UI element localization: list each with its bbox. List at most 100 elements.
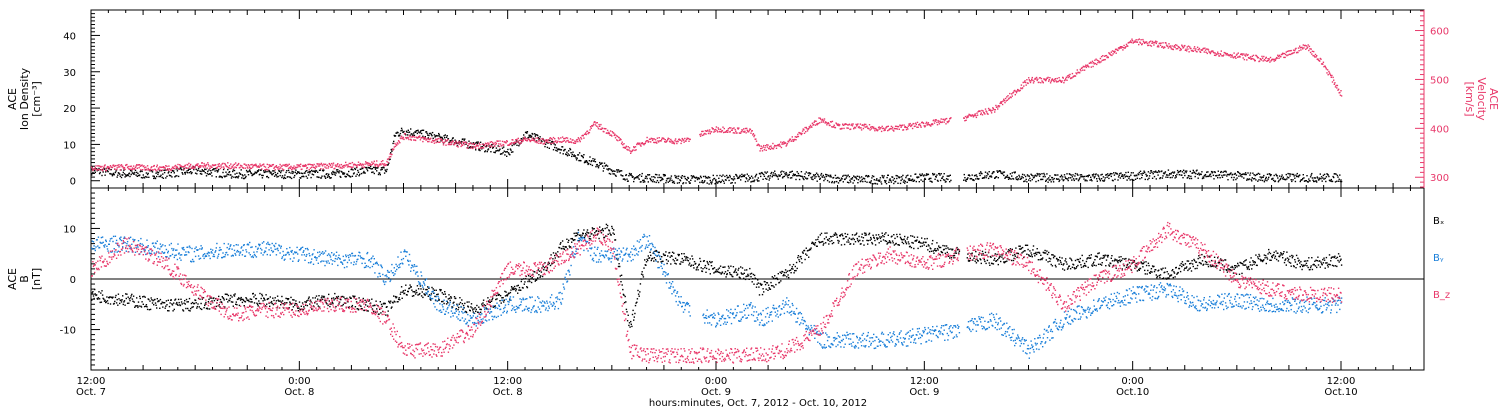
velocity-point bbox=[577, 140, 579, 143]
velocity-point bbox=[1097, 61, 1099, 64]
velocity-point bbox=[894, 127, 896, 130]
density-point bbox=[128, 172, 131, 174]
bx-point bbox=[207, 301, 210, 303]
density-point bbox=[417, 131, 420, 133]
density-point bbox=[865, 174, 868, 177]
velocity-point bbox=[934, 120, 936, 122]
density-point bbox=[969, 175, 971, 177]
density-point bbox=[276, 172, 279, 175]
velocity-point bbox=[505, 142, 507, 144]
velocity-point bbox=[335, 165, 338, 167]
density-point bbox=[1034, 174, 1037, 176]
density-point bbox=[199, 173, 202, 175]
density-point bbox=[464, 138, 466, 140]
density-point bbox=[879, 177, 882, 179]
density-point bbox=[374, 166, 376, 169]
velocity-point bbox=[1119, 46, 1122, 48]
velocity-point bbox=[232, 164, 234, 166]
bx-point bbox=[219, 298, 222, 301]
density-point bbox=[858, 175, 860, 178]
bx-point bbox=[349, 296, 351, 298]
density-point bbox=[1226, 173, 1229, 176]
velocity-point bbox=[117, 164, 119, 167]
density-point bbox=[538, 138, 541, 140]
velocity-point bbox=[92, 169, 95, 171]
density-point bbox=[873, 175, 875, 178]
velocity-point bbox=[985, 110, 987, 112]
density-point bbox=[1173, 171, 1176, 173]
bx-point bbox=[346, 297, 348, 299]
density-point bbox=[472, 142, 474, 144]
density-point bbox=[1319, 177, 1321, 179]
velocity-point bbox=[809, 126, 811, 129]
density-point bbox=[180, 167, 182, 169]
density-point bbox=[1308, 178, 1310, 180]
density-point bbox=[1001, 173, 1004, 175]
velocity-point bbox=[1283, 56, 1285, 59]
density-point bbox=[1065, 178, 1068, 180]
velocity-point bbox=[819, 122, 821, 124]
velocity-point bbox=[357, 164, 359, 166]
velocity-point bbox=[512, 142, 515, 144]
bx-point bbox=[139, 297, 141, 300]
density-point bbox=[112, 172, 115, 175]
bx-point bbox=[332, 302, 334, 304]
velocity-point bbox=[478, 142, 481, 144]
velocity-point bbox=[1256, 56, 1258, 58]
velocity-point bbox=[823, 120, 825, 122]
bx-point bbox=[100, 301, 103, 303]
velocity-point bbox=[643, 144, 645, 146]
density-point bbox=[721, 175, 723, 178]
velocity-point bbox=[677, 140, 679, 143]
velocity-point bbox=[1125, 43, 1128, 46]
velocity-point bbox=[1024, 80, 1026, 82]
velocity-point bbox=[672, 142, 674, 144]
bx-point bbox=[287, 298, 289, 301]
density-point bbox=[221, 176, 223, 179]
bx-point bbox=[317, 305, 319, 307]
density-point bbox=[550, 143, 552, 146]
bx-point bbox=[178, 301, 180, 304]
density-point bbox=[147, 172, 149, 175]
velocity-point bbox=[197, 163, 199, 165]
density-point bbox=[1295, 174, 1297, 176]
density-point bbox=[439, 136, 442, 139]
density-point bbox=[291, 170, 293, 173]
velocity-point bbox=[248, 165, 250, 167]
bx-point bbox=[163, 302, 166, 304]
density-point bbox=[535, 140, 538, 142]
velocity-point bbox=[510, 143, 512, 145]
density-point bbox=[1033, 176, 1035, 179]
density-point bbox=[275, 174, 278, 176]
velocity-point bbox=[717, 127, 719, 129]
density-point bbox=[644, 177, 646, 179]
density-point bbox=[1193, 172, 1196, 174]
density-point bbox=[1238, 175, 1240, 177]
density-point bbox=[1030, 173, 1032, 175]
bx-point bbox=[91, 299, 93, 301]
velocity-point bbox=[681, 137, 683, 140]
density-point bbox=[232, 170, 234, 173]
velocity-point bbox=[1258, 60, 1261, 62]
bx-point bbox=[314, 302, 316, 304]
density-point bbox=[174, 176, 176, 178]
density-point bbox=[1332, 175, 1334, 178]
velocity-point bbox=[362, 164, 364, 166]
density-point bbox=[1210, 175, 1212, 178]
density-point bbox=[1022, 177, 1024, 179]
velocity-point bbox=[321, 165, 324, 167]
velocity-point bbox=[442, 144, 445, 146]
density-point bbox=[522, 137, 524, 139]
velocity-point bbox=[436, 138, 439, 140]
velocity-point bbox=[1222, 55, 1224, 57]
velocity-point bbox=[1234, 55, 1236, 58]
velocity-point bbox=[1021, 87, 1024, 89]
bx-point bbox=[194, 299, 197, 302]
velocity-point bbox=[903, 124, 905, 126]
velocity-point bbox=[792, 140, 795, 142]
density-point bbox=[729, 176, 731, 178]
density-point bbox=[1062, 176, 1064, 178]
velocity-point bbox=[1178, 46, 1181, 49]
density-point bbox=[129, 169, 132, 172]
